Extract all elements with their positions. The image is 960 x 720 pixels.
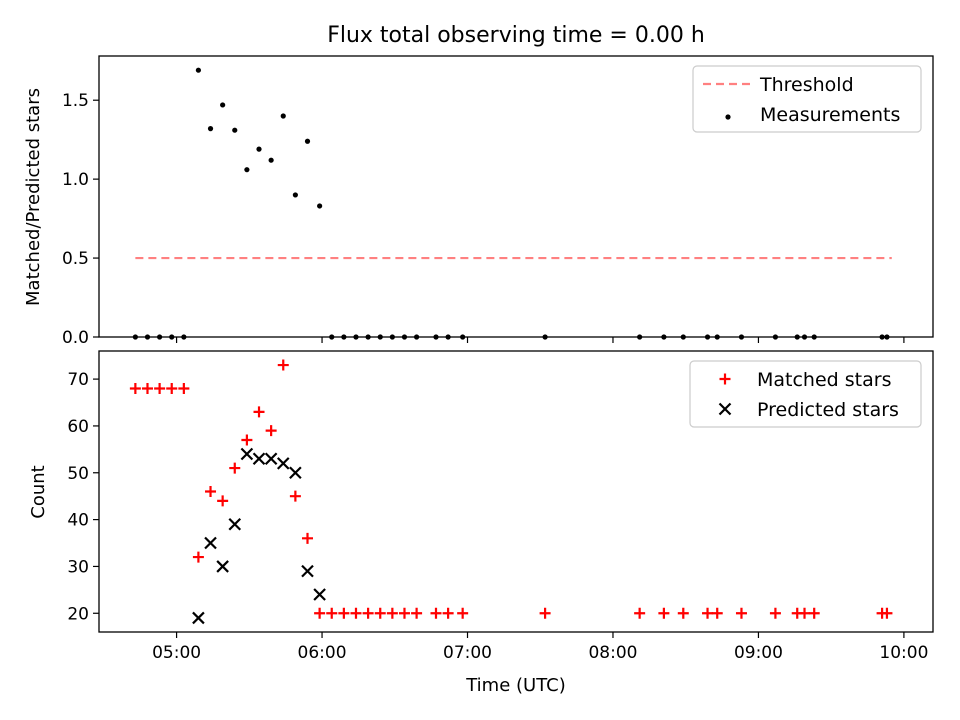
matched-stars-point (350, 607, 362, 619)
x-tick-label: 05:00 (152, 643, 201, 663)
predicted-stars-point (204, 536, 217, 550)
legend-predicted-swatch (718, 402, 732, 416)
matched-stars-point (677, 607, 689, 619)
count-legend: Matched stars Predicted stars (689, 360, 922, 428)
count-plot-area (129, 359, 893, 625)
matched-stars-point (229, 462, 241, 474)
matched-stars-point (711, 607, 723, 619)
measurement-point (195, 67, 202, 73)
matched-stars-point (265, 425, 277, 437)
matched-stars-point (398, 607, 410, 619)
ratio-legend: Threshold Measurements (692, 65, 922, 133)
count-y-tick-label: 30 (67, 557, 89, 577)
count-ticks: 05:00 06:00 07:00 08:00 09:00 10:00 20 30 40 50 60… (67, 370, 928, 663)
matched-stars-point (141, 382, 153, 394)
matched-stars-point (386, 607, 398, 619)
matched-stars-point (362, 607, 374, 619)
matched-stars-point (634, 607, 646, 619)
count-y-axis-label: Count (28, 465, 49, 518)
x-tick-label: 06:00 (298, 643, 347, 663)
legend-label: Predicted stars (757, 399, 899, 421)
measurement-point (244, 167, 250, 173)
count-axes-frame (98, 350, 934, 633)
measurement-point (256, 146, 262, 152)
count-y-tick-label: 50 (67, 464, 89, 484)
ratio-y-tick-label: 0.5 (62, 249, 89, 269)
ratio-ticks: 0.0 0.5 1.0 1.5 (62, 91, 905, 348)
measurement-point (317, 203, 323, 209)
ratio-y-axis-label: Matched/Predicted stars (23, 88, 44, 306)
legend-label: Measurements (760, 104, 900, 126)
matched-stars-point (166, 382, 178, 394)
legend-matched-swatch (719, 373, 731, 385)
matched-stars-point (154, 382, 166, 394)
ratio-legend-box (692, 65, 922, 133)
matched-stars-point (129, 382, 141, 394)
predicted-stars-point (240, 447, 254, 461)
ratio-axes-frame (98, 55, 934, 338)
predicted-stars-point (228, 518, 242, 531)
matched-stars-point (881, 607, 893, 619)
measurement-point (304, 138, 311, 144)
legend-measurement-swatch (725, 114, 731, 120)
chart-title: Flux total observing time = 0.00 h (327, 23, 705, 48)
measurement-point (232, 127, 238, 133)
matched-stars-point (457, 607, 469, 619)
count-y-tick-label: 20 (67, 604, 89, 624)
x-axis-label: Time (UTC) (465, 675, 566, 696)
predicted-stars-point (264, 452, 278, 465)
ratio-y-tick-label: 0.0 (62, 328, 89, 348)
count-y-tick-label: 70 (67, 370, 89, 390)
matched-stars-point (178, 382, 190, 394)
predicted-stars-point (276, 457, 290, 470)
ratio-panel: 0.0 0.5 1.0 1.5 Matched/Predicted stars Thr… (23, 55, 934, 348)
matched-stars-point (338, 607, 350, 619)
matched-stars-point (253, 406, 265, 418)
count-panel: 05:00 06:00 07:00 08:00 09:00 10:00 20 30 40 50 60… (28, 350, 934, 696)
predicted-stars-point (252, 452, 266, 465)
count-y-tick-label: 40 (67, 511, 89, 531)
matched-stars-point (205, 486, 217, 497)
count-y-tick-label: 60 (67, 417, 89, 437)
predicted-stars-point (313, 588, 326, 601)
ratio-y-tick-label: 1.5 (62, 91, 89, 111)
predicted-stars-point (192, 611, 205, 625)
matched-stars-point (430, 607, 442, 619)
matched-stars-point (302, 532, 313, 544)
measurement-point (292, 192, 298, 198)
measurement-point (207, 126, 214, 132)
predicted-stars-point (216, 560, 229, 573)
matched-stars-point (442, 607, 454, 619)
matched-stars-point (808, 607, 820, 619)
matched-stars-point (799, 607, 811, 619)
matched-stars-point (539, 607, 551, 619)
measurement-point (280, 113, 286, 119)
matched-stars-point (326, 607, 338, 619)
matched-stars-point (735, 607, 747, 619)
predicted-stars-point (289, 466, 302, 480)
matched-stars-point (289, 490, 301, 502)
matched-stars-point (277, 359, 289, 371)
matched-stars-point (217, 495, 229, 507)
matched-stars-point (411, 607, 423, 619)
x-tick-label: 07:00 (443, 643, 492, 663)
matched-stars-point (374, 607, 386, 619)
x-tick-label: 10:00 (879, 643, 928, 663)
matched-stars-point (241, 434, 253, 446)
legend-label: Matched stars (757, 369, 891, 391)
predicted-stars-point (301, 564, 314, 578)
matched-stars-point (658, 607, 670, 619)
matched-stars-point (702, 607, 714, 619)
measurement-point (220, 102, 226, 108)
matched-stars-point (314, 607, 326, 619)
x-tick-label: 09:00 (734, 643, 783, 663)
x-tick-label: 08:00 (588, 643, 637, 663)
measurement-point (268, 157, 274, 163)
legend-label: Threshold (759, 74, 854, 96)
count-legend-box (689, 360, 922, 428)
matched-stars-point (769, 607, 781, 619)
ratio-y-tick-label: 1.0 (62, 170, 89, 190)
matched-stars-point (192, 551, 204, 563)
